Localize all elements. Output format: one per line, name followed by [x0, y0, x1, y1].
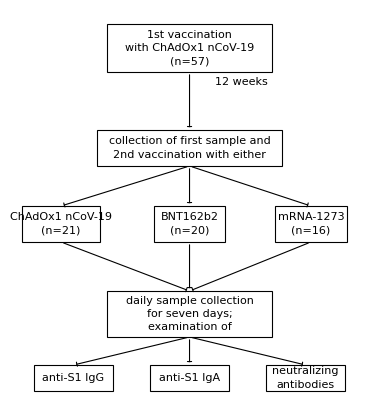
FancyBboxPatch shape — [275, 206, 347, 242]
Text: neutralizing
antibodies: neutralizing antibodies — [272, 366, 339, 390]
FancyBboxPatch shape — [150, 365, 229, 391]
Text: anti-S1 IgA: anti-S1 IgA — [159, 373, 220, 383]
FancyBboxPatch shape — [97, 130, 282, 166]
Text: BNT162b2
(n=20): BNT162b2 (n=20) — [160, 212, 219, 236]
FancyBboxPatch shape — [34, 365, 113, 391]
Text: ChAdOx1 nCoV-19
(n=21): ChAdOx1 nCoV-19 (n=21) — [10, 212, 112, 236]
Text: daily sample collection
for seven days;
examination of: daily sample collection for seven days; … — [125, 296, 254, 332]
FancyBboxPatch shape — [266, 365, 345, 391]
FancyBboxPatch shape — [22, 206, 100, 242]
FancyBboxPatch shape — [107, 24, 272, 72]
Text: anti-S1 IgG: anti-S1 IgG — [42, 373, 105, 383]
FancyBboxPatch shape — [154, 206, 225, 242]
Text: 1st vaccination
with ChAdOx1 nCoV-19
(n=57): 1st vaccination with ChAdOx1 nCoV-19 (n=… — [125, 30, 254, 66]
Text: 12 weeks: 12 weeks — [215, 77, 267, 87]
Text: collection of first sample and
2nd vaccination with either: collection of first sample and 2nd vacci… — [109, 136, 270, 160]
Text: mRNA-1273
(n=16): mRNA-1273 (n=16) — [277, 212, 344, 236]
FancyBboxPatch shape — [107, 291, 272, 337]
